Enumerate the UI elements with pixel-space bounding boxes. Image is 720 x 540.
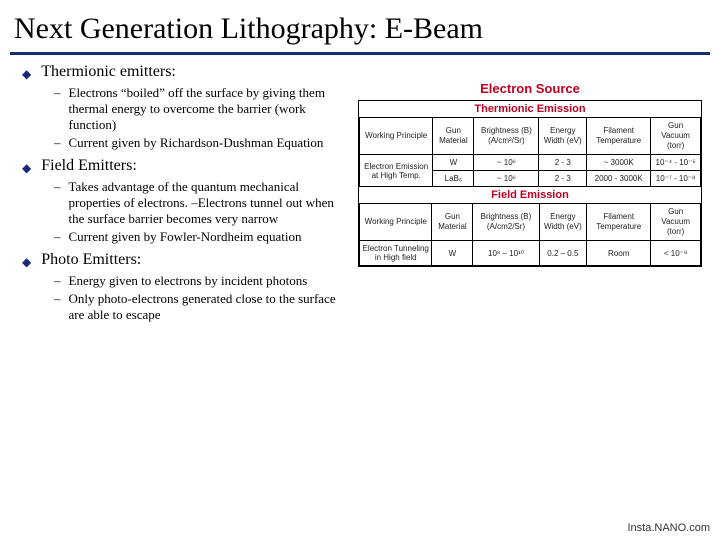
sub-text: Current given by Richardson-Dushman Equa…	[69, 135, 324, 151]
slide-title: Next Generation Lithography: E-Beam	[0, 0, 720, 52]
col-head: Working Principle	[360, 118, 433, 155]
cell: W	[433, 155, 474, 171]
footer-attribution: Insta.NANO.com	[627, 522, 710, 534]
cell: Room	[587, 241, 651, 266]
col-head: Filament Temperature	[587, 204, 651, 241]
col-head: Energy Width (eV)	[539, 204, 587, 241]
content-area: ◆ Thermionic emitters: – Electrons “boil…	[0, 63, 720, 329]
bullet-2: ◆ Field Emitters:	[22, 157, 352, 176]
table-row: Electron Tunneling in High field W 10⁸ –…	[360, 241, 701, 266]
table-row: Electron Emission at High Temp. W ~ 10⁶ …	[360, 155, 701, 171]
table-column: Electron Source Thermionic Emission Work…	[352, 63, 702, 329]
diamond-icon: ◆	[22, 67, 31, 82]
dash-icon: –	[54, 229, 61, 245]
sub-text: Takes advantage of the quantum mechanica…	[69, 179, 353, 227]
col-head: Filament Temperature	[587, 118, 651, 155]
diamond-icon: ◆	[22, 255, 31, 270]
sub-item: – Current given by Richardson-Dushman Eq…	[54, 135, 352, 151]
sub-text: Electrons “boiled” off the surface by gi…	[69, 85, 353, 133]
dash-icon: –	[54, 85, 61, 101]
sub-item: – Only photo-electrons generated close t…	[54, 291, 352, 323]
sub-list-3: – Energy given to electrons by incident …	[54, 273, 352, 323]
sub-item: – Energy given to electrons by incident …	[54, 273, 352, 289]
col-head: Gun Vacuum (torr)	[651, 118, 701, 155]
bullet-3: ◆ Photo Emitters:	[22, 251, 352, 270]
dash-icon: –	[54, 135, 61, 151]
sub-list-2: – Takes advantage of the quantum mechani…	[54, 179, 352, 245]
diamond-icon: ◆	[22, 161, 31, 176]
header-row: Working Principle Gun Material Brightnes…	[360, 204, 701, 241]
bullet-label: Field Emitters:	[41, 157, 137, 175]
dash-icon: –	[54, 179, 61, 195]
bullet-1: ◆ Thermionic emitters:	[22, 63, 352, 82]
header-row: Working Principle Gun Material Brightnes…	[360, 118, 701, 155]
cell: 2 - 3	[539, 155, 587, 171]
cell: 2000 - 3000K	[587, 171, 651, 187]
bullet-column: ◆ Thermionic emitters: – Electrons “boil…	[22, 63, 352, 329]
col-head: Energy Width (eV)	[539, 118, 587, 155]
title-rule	[10, 52, 710, 55]
cell: 10⁻⁷ - 10⁻⁸	[651, 171, 701, 187]
col-head: Brightness (B) (A/cm2/Sr)	[473, 204, 539, 241]
section2-title: Field Emission	[359, 187, 701, 203]
section1-title: Thermionic Emission	[359, 101, 701, 117]
cell: Electron Tunneling in High field	[360, 241, 432, 266]
col-head: Gun Vacuum (torr)	[651, 204, 701, 241]
cell: ~ 3000K	[587, 155, 651, 171]
cell: 10⁻⁴ - 10⁻⁵	[651, 155, 701, 171]
thermionic-table: Working Principle Gun Material Brightnes…	[359, 117, 701, 187]
table-main-title: Electron Source	[358, 81, 702, 96]
cell: 10⁸ – 10¹⁰	[473, 241, 539, 266]
col-head: Gun Material	[433, 118, 474, 155]
dash-icon: –	[54, 291, 61, 307]
cell: LaB₆	[433, 171, 474, 187]
sub-item: – Current given by Fowler-Nordheim equat…	[54, 229, 352, 245]
sub-text: Only photo-electrons generated close to …	[69, 291, 353, 323]
cell: W	[432, 241, 473, 266]
cell: 2 - 3	[539, 171, 587, 187]
col-head: Gun Material	[432, 204, 473, 241]
bullet-label: Photo Emitters:	[41, 251, 141, 269]
sub-item: – Takes advantage of the quantum mechani…	[54, 179, 352, 227]
sub-item: – Electrons “boiled” off the surface by …	[54, 85, 352, 133]
col-head: Brightness (B) (A/cm²/Sr)	[474, 118, 539, 155]
electron-source-table: Thermionic Emission Working Principle Gu…	[358, 100, 702, 267]
cell: ~ 10⁶	[474, 155, 539, 171]
field-emission-table: Working Principle Gun Material Brightnes…	[359, 203, 701, 266]
cell: < 10⁻⁹	[651, 241, 701, 266]
cell: ~ 10⁶	[474, 171, 539, 187]
sub-text: Energy given to electrons by incident ph…	[69, 273, 308, 289]
cell: 0.2 – 0.5	[539, 241, 587, 266]
sub-text: Current given by Fowler-Nordheim equatio…	[69, 229, 302, 245]
cell: Electron Emission at High Temp.	[360, 155, 433, 187]
bullet-label: Thermionic emitters:	[41, 63, 176, 81]
col-head: Working Principle	[360, 204, 432, 241]
dash-icon: –	[54, 273, 61, 289]
sub-list-1: – Electrons “boiled” off the surface by …	[54, 85, 352, 151]
